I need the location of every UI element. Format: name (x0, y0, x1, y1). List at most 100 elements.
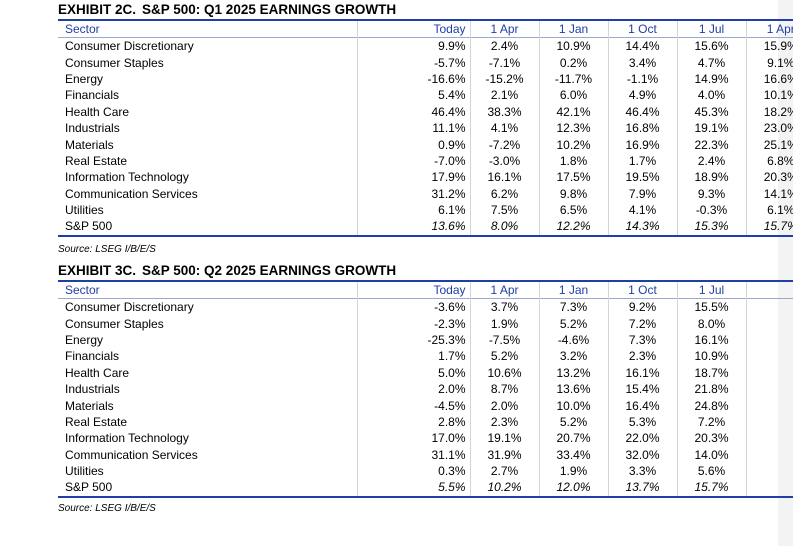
growth-cell (745, 430, 793, 447)
growth-cell: -1.1% (607, 70, 677, 88)
growth-cell: 1.9% (469, 315, 539, 332)
growth-cell: 13.2% (538, 364, 608, 381)
growth-cell: -11.7% (538, 70, 608, 88)
growth-cell: 16.8% (607, 119, 677, 137)
growth-cell: 10.0% (538, 397, 608, 414)
growth-cell: 3.4% (607, 54, 677, 71)
growth-cell (745, 298, 793, 316)
growth-cell: 13.7% (607, 479, 677, 497)
growth-cell: 12.2% (538, 218, 608, 236)
growth-cell: 9.1% (745, 54, 793, 71)
table-row: Financials 1.7% 5.2% 3.2% 2.3% 10.9% (58, 348, 793, 365)
sector-cell: Consumer Staples (65, 316, 164, 331)
growth-cell: 14.4% (607, 37, 677, 55)
sector-cell: Energy (65, 332, 104, 347)
exhibit-3c: EXHIBIT 3C. S&P 500: Q2 2025 EARNINGS GRO… (58, 262, 793, 515)
growth-cell: 3.2% (538, 348, 608, 365)
sector-cell: Communication Services (65, 447, 198, 462)
growth-cell: 14.9% (676, 70, 746, 88)
growth-cell: -7.5% (469, 331, 539, 349)
table-row: Industrials 2.0% 8.7% 13.6% 15.4% 21.8% (58, 380, 793, 398)
growth-cell: 18.2% (745, 103, 793, 120)
growth-cell: -0.3% (676, 201, 746, 219)
sector-cell: Utilities (65, 203, 104, 218)
growth-cell: -7.1% (469, 54, 539, 71)
growth-cell: 0.9% (356, 136, 470, 153)
growth-cell: 7.3% (607, 331, 677, 349)
sector-cell: Communication Services (65, 186, 198, 201)
table-row: Energy -16.6%-15.2%-11.7%-1.1%14.9%16.6% (58, 70, 793, 88)
growth-cell: 16.4% (607, 397, 677, 414)
exhibit-number: EXHIBIT 3C. (58, 263, 137, 278)
growth-cell: 15.7% (676, 479, 746, 497)
growth-cell: 25.1% (745, 136, 793, 153)
column-header: Today (356, 281, 470, 299)
sector-cell: Energy (65, 71, 104, 86)
growth-cell: 5.4% (356, 87, 470, 104)
growth-cell: 19.5% (607, 169, 677, 186)
table-row: Utilities 0.3% 2.7% 1.9% 3.3% 5.6% (58, 462, 793, 480)
table-row: Financials 5.4%2.1%6.0%4.9%4.0%10.1% (58, 87, 793, 104)
growth-cell: 20.3% (745, 169, 793, 186)
growth-cell: 15.6% (676, 37, 746, 55)
growth-cell: 0.2% (538, 54, 608, 71)
table-row: Real Estate -7.0% -3.0% 1.8% 1.7% 2.4% 6.8% (58, 152, 793, 170)
growth-cell: 2.3% (607, 348, 677, 365)
column-header: 1 Apr (469, 20, 539, 38)
table-row: Utilities 6.1% 7.5% 6.5% 4.1% -0.3% 6.1% (58, 201, 793, 219)
column-header: 1 Oct (607, 281, 677, 299)
growth-cell: 11.1% (356, 119, 470, 137)
table-header-row: Sector Today 1 Apr 1 Jan 1 Oct 1 Jul 1 Apr (58, 20, 793, 38)
column-header: 1 Jul (676, 281, 746, 299)
exhibit-heading: S&P 500: Q2 2025 EARNINGS GROWTH (142, 263, 397, 278)
growth-cell: 1.7% (356, 348, 470, 365)
sector-cell: Industrials (65, 121, 120, 136)
growth-cell: 20.3% (676, 430, 746, 447)
growth-cell: 14.3% (607, 218, 677, 236)
growth-cell (745, 348, 793, 365)
growth-cell: 9.3% (676, 185, 746, 202)
table-row: Consumer Staples -2.3% 1.9% 5.2% 7.2% 8.0% (58, 315, 793, 332)
growth-cell: 4.7% (676, 54, 746, 71)
column-header-sector: Sector (65, 22, 100, 36)
table-row: Information Technology 17.9% 16.1% 17.5% 19.… (58, 169, 793, 186)
growth-cell: 15.9% (745, 37, 793, 55)
growth-cell: 14.0% (676, 446, 746, 463)
growth-cell: 46.4% (356, 103, 470, 120)
sector-cell: Financials (65, 88, 120, 103)
column-header-sector: Sector (65, 283, 100, 297)
growth-cell: 10.1% (745, 87, 793, 104)
sector-cell: Utilities (65, 464, 104, 479)
table-row: Energy -25.3% -7.5% -4.6% 7.3% 16.1% (58, 331, 793, 349)
growth-cell: 5.2% (469, 348, 539, 365)
growth-cell: 4.0% (676, 87, 746, 104)
growth-cell: 1.8% (538, 152, 608, 170)
growth-cell: -15.2% (469, 70, 539, 88)
growth-cell: 15.5% (676, 298, 746, 316)
column-header: 1 Jan (538, 20, 608, 38)
earnings-table: Sector Today 1 Apr 1 Jan 1 Oct 1 Jul Consumer… (58, 280, 793, 498)
growth-cell: 9.8% (538, 185, 608, 202)
growth-cell: 17.0% (356, 430, 470, 447)
growth-cell: 5.6% (676, 462, 746, 480)
growth-cell: -4.5% (356, 397, 470, 414)
growth-cell: 3.3% (607, 462, 677, 480)
growth-cell: 10.9% (538, 37, 608, 55)
growth-cell: 5.2% (538, 413, 608, 431)
growth-cell: 15.4% (607, 380, 677, 398)
growth-cell: 5.5% (356, 479, 470, 497)
table-row: Health Care 5.0% 10.6% 13.2% 16.1% 18.7% (58, 364, 793, 381)
sector-cell: Health Care (65, 104, 130, 119)
source-note: Source: LSEG I/B/E/S (58, 243, 156, 255)
growth-cell: 6.8% (745, 152, 793, 170)
growth-cell: 9.2% (607, 298, 677, 316)
growth-cell: 5.3% (607, 413, 677, 431)
growth-cell: 0.3% (356, 462, 470, 480)
sector-cell: S&P 500 (65, 480, 113, 495)
growth-cell: 46.4% (607, 103, 677, 120)
growth-cell: 16.9% (607, 136, 677, 153)
growth-cell: 7.3% (538, 298, 608, 316)
sector-cell: Information Technology (65, 170, 189, 185)
growth-cell: 4.1% (469, 119, 539, 137)
sector-cell: Real Estate (65, 153, 128, 168)
